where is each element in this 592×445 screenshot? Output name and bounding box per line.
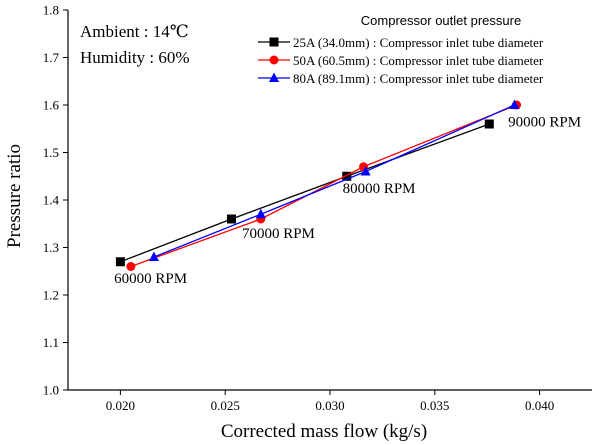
data-point [360,166,371,176]
series-circle [126,100,522,271]
condition-text: Humidity : 60% [80,48,190,67]
x-tick-label: 0.040 [525,398,554,413]
series-line [153,104,515,258]
rpm-annotation: 70000 RPM [242,226,315,242]
data-point [126,262,136,271]
y-tick-label: 1.3 [43,240,59,255]
y-tick-label: 1.2 [43,288,59,303]
data-point [509,99,520,109]
x-tick-label: 0.030 [315,398,344,413]
data-point [342,171,352,181]
legend-label: 25A (34.0mm) : Compressor inlet tube dia… [293,35,544,50]
data-point [255,208,266,219]
data-point [226,214,236,224]
rpm-annotation: 90000 RPM [508,114,581,130]
series-line [120,123,490,263]
y-axis-title: Pressure ratio [4,144,25,248]
x-tick-label: 0.020 [106,398,135,413]
legend-label: 80A (89.1mm) : Compressor inlet tube dia… [293,71,544,86]
legend-marker [269,55,279,65]
x-tick-label: 0.035 [420,398,449,413]
legend-marker [269,72,279,82]
rpm-annotation: 80000 RPM [343,181,416,197]
rpm-annotation: 60000 RPM [114,271,187,287]
legend-title: Compressor outlet pressure [361,13,521,28]
legend-item: 25A (34.0mm) : Compressor inlet tube dia… [258,35,544,50]
x-tick-label: 0.025 [211,398,240,413]
y-tick-label: 1.5 [43,145,59,160]
y-tick-label: 1.7 [43,50,60,65]
legend-item: 80A (89.1mm) : Compressor inlet tube dia… [258,71,544,86]
y-tick-label: 1.6 [43,98,60,113]
y-tick-label: 1.8 [43,3,59,18]
x-axis-title: Corrected mass flow (kg/s) [221,421,427,442]
data-point [148,251,159,261]
y-tick-label: 1.0 [43,383,59,398]
y-tick-label: 1.4 [43,193,60,208]
series-triangle [148,99,520,261]
condition-text: Ambient : 14℃ [80,22,189,41]
data-point [484,119,494,129]
legend-label: 50A (60.5mm) : Compressor inlet tube dia… [293,53,544,68]
legend-item: 50A (60.5mm) : Compressor inlet tube dia… [258,53,544,68]
y-tick-label: 1.1 [43,335,59,350]
series-square [115,119,494,267]
data-point [115,257,125,267]
legend-marker [269,37,279,47]
